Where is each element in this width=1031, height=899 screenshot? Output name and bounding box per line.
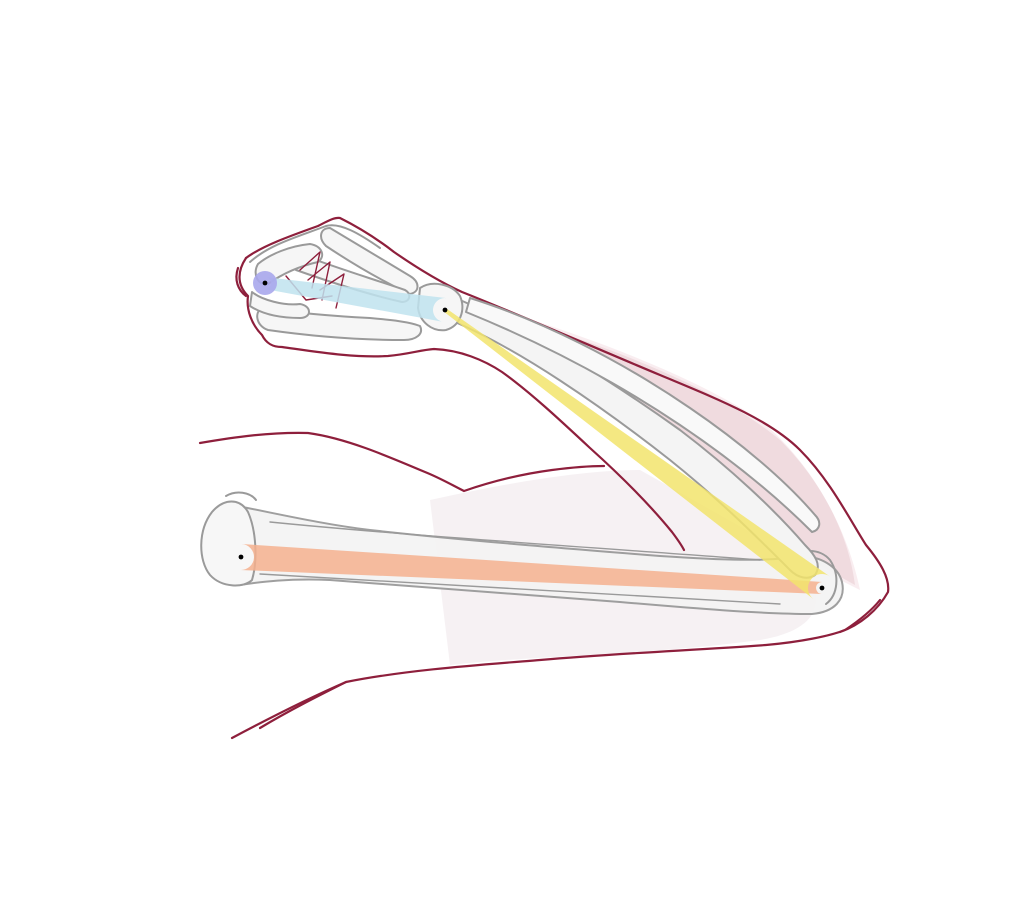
tendon-1 (299, 251, 321, 289)
shoulder-joint-dot (238, 554, 244, 560)
humerus-head (200, 500, 257, 587)
humerus-line-1 (269, 521, 761, 561)
upper-arm-segment (240, 544, 823, 594)
radius-bone (465, 297, 821, 533)
upper-arm-top-contour (198, 431, 606, 493)
skin-outline (198, 216, 890, 740)
fingertip-joint-dot (262, 280, 268, 286)
hand-bones (249, 224, 464, 341)
upper-arm-under-curve (258, 680, 348, 730)
limb-segments (240, 277, 831, 600)
hand-and-forearm-contour (244, 216, 890, 634)
humerus-tubercle (225, 491, 257, 501)
wrist-joint-dot (442, 307, 448, 313)
fingertip-notch (235, 266, 248, 298)
hand-bottom-contour (238, 256, 686, 552)
joint-markers (238, 271, 825, 591)
forearm-segment (443, 308, 831, 600)
hand-bone-outline (249, 224, 381, 263)
thumb-bones (249, 291, 310, 319)
hand-segment (264, 277, 447, 322)
humerus-line-2 (259, 573, 781, 605)
elbow-joint-dot (819, 585, 825, 591)
